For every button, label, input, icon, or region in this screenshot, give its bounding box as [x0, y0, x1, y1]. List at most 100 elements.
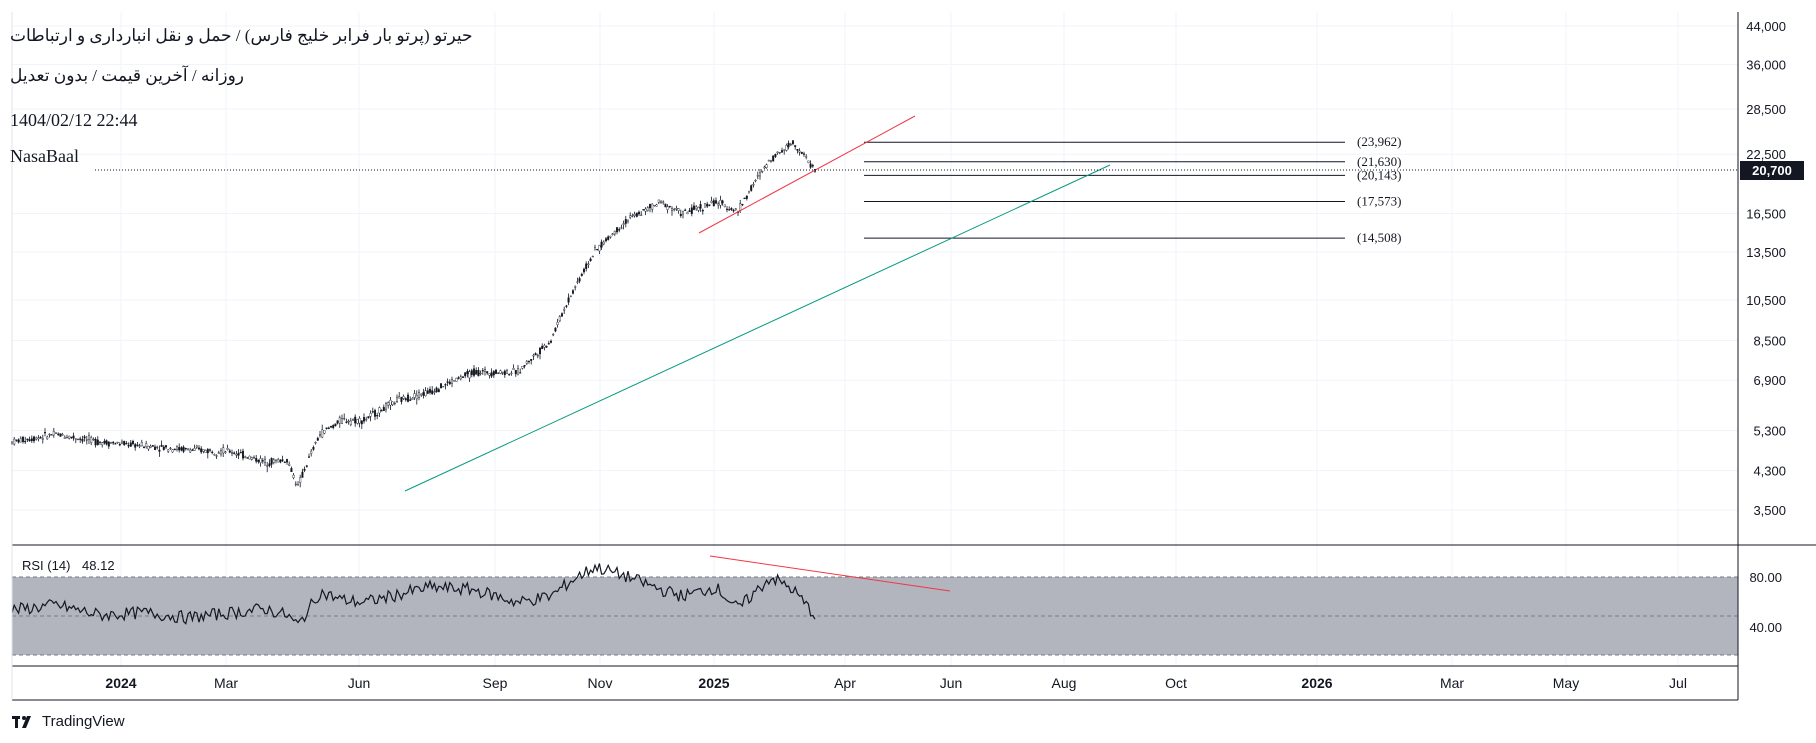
rsi-divergence-line[interactable] [709, 555, 951, 592]
candle-body [52, 430, 55, 436]
candle-body [380, 410, 383, 412]
candle-body [224, 451, 227, 453]
candle-body [704, 203, 707, 208]
candle-body [787, 142, 790, 148]
price-tick-label: 3,500 [1753, 503, 1786, 518]
candle-body [563, 308, 566, 311]
candle-body [123, 440, 126, 445]
candle-body [288, 463, 291, 466]
candle-body [453, 380, 456, 382]
candle-body [321, 429, 324, 438]
candle-body [580, 274, 583, 276]
candle-body [554, 327, 557, 332]
tradingview-brand[interactable]: TradingView [12, 713, 125, 730]
candle-body [147, 446, 150, 450]
candle-body [149, 445, 152, 448]
time-tick-label: Apr [834, 675, 856, 691]
candle-body [367, 416, 370, 419]
rsi-tick-label: 80.00 [1749, 570, 1782, 585]
time-tick-label: May [1553, 675, 1579, 691]
candle-body [750, 185, 753, 191]
trend-lines[interactable] [404, 115, 1111, 492]
time-tick-label: Oct [1165, 675, 1187, 691]
candle-body [158, 449, 161, 452]
price-tick-label: 10,500 [1746, 293, 1786, 308]
rsi-pane[interactable] [11, 555, 1738, 656]
candle-body [695, 206, 698, 210]
candle-body [349, 420, 352, 425]
candle-body [677, 208, 680, 211]
candle-body [785, 145, 788, 151]
rsi-tick-label: 40.00 [1749, 620, 1782, 635]
upper-trendline[interactable] [698, 115, 916, 234]
candle-body [497, 372, 500, 374]
price-tick-label: 22,500 [1746, 147, 1786, 162]
candle-body [532, 355, 535, 357]
candle-body [622, 223, 625, 225]
candle-body [343, 417, 346, 420]
candle-body [105, 440, 108, 445]
candle-body [413, 393, 416, 398]
candle-body [200, 448, 203, 453]
candle-body [521, 366, 524, 369]
candle-body [281, 459, 284, 461]
candle-body [336, 420, 339, 424]
price-tick-label: 44,000 [1746, 19, 1786, 34]
candle-body [528, 360, 531, 363]
candle-body [552, 334, 555, 336]
candle-body [171, 449, 174, 453]
candle-body [455, 377, 458, 382]
candle-body [534, 353, 537, 356]
brand-name: TradingView [42, 713, 125, 730]
candle-body [598, 245, 601, 252]
candle-body [541, 345, 544, 350]
candle-body [134, 444, 137, 448]
candle-body [125, 443, 128, 445]
chart-grid [12, 12, 1738, 666]
candle-body [499, 370, 502, 374]
candle-body [693, 205, 696, 210]
candle-body [459, 376, 462, 380]
candle-body [46, 436, 49, 440]
candle-body [796, 149, 799, 151]
candle-body [169, 447, 172, 450]
time-tick-label: Jul [1669, 675, 1687, 691]
candle-body [409, 399, 412, 401]
candle-body [510, 372, 513, 374]
lower-trendline[interactable] [404, 164, 1111, 492]
candle-body [28, 439, 31, 442]
candle-body [347, 420, 350, 423]
level-label: (20,143) [1357, 167, 1401, 182]
candle-body [512, 367, 515, 370]
candle-body [90, 437, 93, 443]
candle-body [765, 164, 768, 168]
candle-body [732, 210, 735, 212]
candle-body [778, 151, 781, 154]
candle-body [363, 417, 366, 422]
candle-body [37, 437, 40, 440]
candle-body [754, 179, 757, 182]
candle-body [640, 214, 643, 216]
candle-body [484, 369, 487, 372]
candle-body [587, 263, 590, 266]
rsi-legend[interactable]: RSI (14) 48.12 [22, 558, 123, 573]
candle-body [118, 444, 121, 446]
candle-body [248, 455, 251, 460]
candle-body [448, 381, 451, 385]
candle-body [530, 359, 533, 361]
candle-body [50, 434, 53, 436]
candle-body [578, 278, 581, 282]
candle-body [470, 370, 473, 375]
candle-body [741, 203, 744, 206]
price-tick-label: 16,500 [1746, 207, 1786, 222]
candle-body [618, 229, 621, 231]
candle-body [684, 209, 687, 211]
main-price-pane[interactable]: (23,962) (21,630)(20,143) (17,573) (14,508) [10, 115, 1738, 492]
candle-body [706, 203, 709, 207]
candle-body [153, 446, 156, 450]
candle-body [30, 438, 33, 441]
tradingview-logo-icon [12, 715, 31, 728]
candle-body [642, 209, 645, 211]
candle-body [314, 442, 317, 444]
